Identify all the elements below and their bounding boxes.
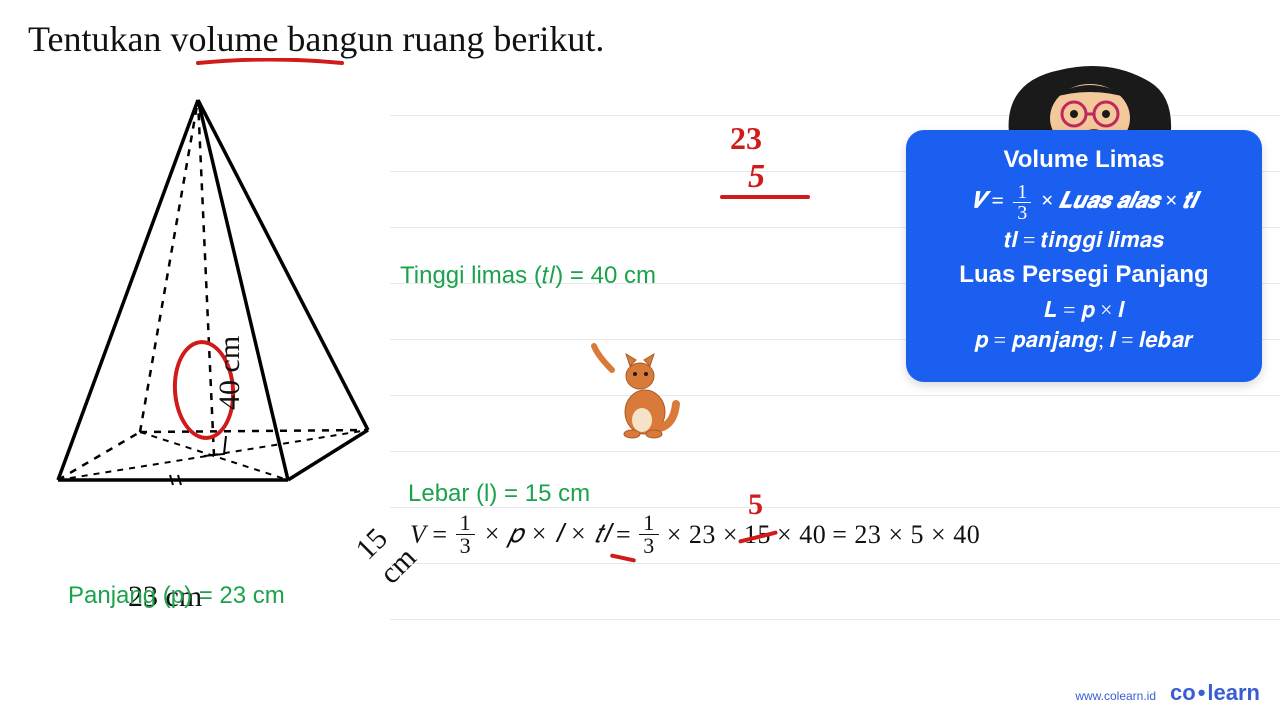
pyramid-svg (28, 80, 388, 540)
pyramid-diagram: 40 cm 23 cm 15 cm (28, 80, 388, 540)
title-after: bangun ruang berikut. (278, 19, 604, 59)
title-underlined: volume (170, 19, 278, 59)
eq-pltl: × 𝑝 × 𝑙 × 𝑡𝑙 (483, 519, 610, 550)
eq-V: V (410, 520, 426, 550)
cat-icon (590, 340, 680, 440)
red-work-23: 23 (730, 120, 762, 157)
red-underline-icon (196, 58, 344, 68)
eq-frac1: 1 3 (456, 512, 476, 557)
page-title: Tentukan volume bangun ruang berikut. (28, 18, 604, 60)
green-tinggi-label: Tinggi limas (𝑡𝑙) = 40 cm (400, 262, 656, 290)
formula-line4: 𝒑 = 𝒑𝒂𝒏𝒋𝒂𝒏𝒈; 𝒍 = 𝒍𝒆𝒃𝒂𝒓 (920, 327, 1248, 353)
red-work-5: 5 (748, 158, 765, 196)
footer-brand: co•learn (1170, 680, 1260, 706)
eq-eq2: = (616, 520, 631, 550)
red-work-5b: 5 (748, 488, 763, 522)
eq-result: = 23 × 5 × 40 (832, 520, 980, 550)
eq-frac2: 1 3 (639, 512, 659, 557)
formula-line2: 𝒕𝒍 = 𝒕𝒊𝒏𝒈𝒈𝒊 𝒍𝒊𝒎𝒂𝒔 (920, 227, 1248, 253)
formula-title1: Volume Limas (920, 146, 1248, 174)
red-underline-small (720, 195, 810, 199)
volume-equation: V = 1 3 × 𝑝 × 𝑙 × 𝑡𝑙 = 1 3 × 23 × 15 × 4… (410, 512, 980, 557)
formula-line1: 𝑽 = 1 3 × 𝑳𝒖𝒂𝒔 𝒂𝒍𝒂𝒔 × 𝒕𝒍 (920, 182, 1248, 223)
height-label: 40 cm (213, 336, 247, 410)
green-lebar-label: Lebar (l) = 15 cm (408, 480, 590, 508)
eq-40: × 40 (777, 520, 826, 550)
footer-url: www.colearn.id (1075, 689, 1156, 703)
footer: www.colearn.id co•learn (1075, 680, 1260, 706)
title-before: Tentukan (28, 19, 170, 59)
formula-box: Volume Limas 𝑽 = 1 3 × 𝑳𝒖𝒂𝒔 𝒂𝒍𝒂𝒔 × 𝒕𝒍 𝒕𝒍… (906, 130, 1262, 382)
eq-eq1: = (432, 520, 447, 550)
eq-23: × 23 × (667, 520, 738, 550)
green-panjang-label: Panjang (p) = 23 cm (68, 582, 285, 610)
formula-title2: Luas Persegi Panjang (920, 261, 1248, 289)
formula-line3: 𝑳 = 𝒑 × 𝒍 (920, 297, 1248, 323)
